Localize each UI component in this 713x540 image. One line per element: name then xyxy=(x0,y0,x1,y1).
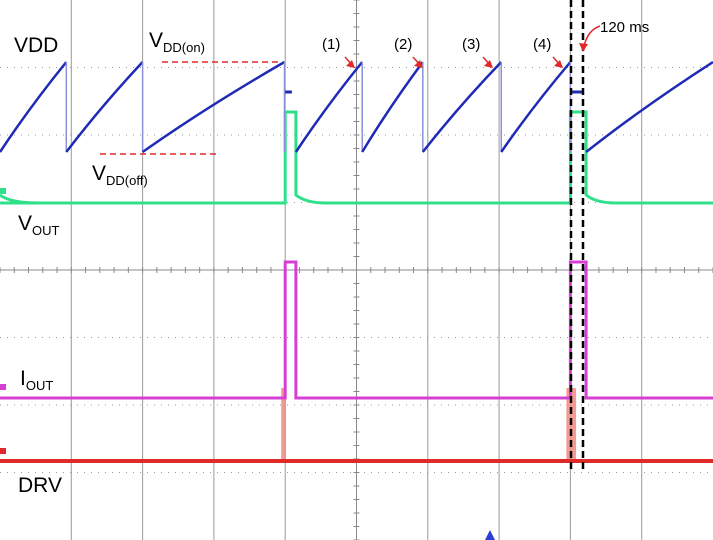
drv-burst-2 xyxy=(566,388,577,462)
peak-arrow-head-4 xyxy=(554,60,563,68)
vdd-ramp-7 xyxy=(500,61,572,153)
ch4-marker xyxy=(0,384,6,390)
label-vdd-on: VDD(on) xyxy=(149,29,205,55)
label-iout: IOUT xyxy=(20,367,53,393)
trigger-marker xyxy=(485,530,495,540)
annotations xyxy=(0,0,601,540)
label-vdd: VDD xyxy=(14,34,58,57)
vdd-ramp-4 xyxy=(294,61,364,153)
vdd-ramp-8 xyxy=(585,60,713,153)
label-vout: VOUT xyxy=(18,212,60,238)
duration-pointer-head xyxy=(579,43,588,52)
peak-arrow-head-2 xyxy=(414,60,423,68)
iout-trace xyxy=(0,260,713,400)
vdd-ramp-5 xyxy=(361,61,424,153)
peak-label-3: (3) xyxy=(462,36,480,53)
drv-burst-1 xyxy=(281,388,286,462)
vdd-ramp-6 xyxy=(421,61,503,153)
label-drv: DRV xyxy=(18,474,62,497)
traces xyxy=(0,60,713,463)
ch3-marker xyxy=(0,448,6,454)
vout-trace xyxy=(0,110,713,205)
ch2-marker xyxy=(0,188,6,194)
vdd-ramp-2 xyxy=(65,61,144,153)
peak-arrow-head-1 xyxy=(346,60,355,68)
vdd-ramp-3 xyxy=(141,60,286,154)
vdd-ramp-1 xyxy=(0,61,68,153)
peak-label-4: (4) xyxy=(533,36,551,53)
duration-pointer xyxy=(583,25,601,47)
duration-label: 120 ms xyxy=(600,19,649,36)
peak-label-2: (2) xyxy=(394,36,412,53)
peak-arrow-head-3 xyxy=(484,60,493,68)
label-vdd-off: VDD(off) xyxy=(92,162,148,188)
vout-start xyxy=(0,193,41,205)
peak-label-1: (1) xyxy=(322,36,340,53)
